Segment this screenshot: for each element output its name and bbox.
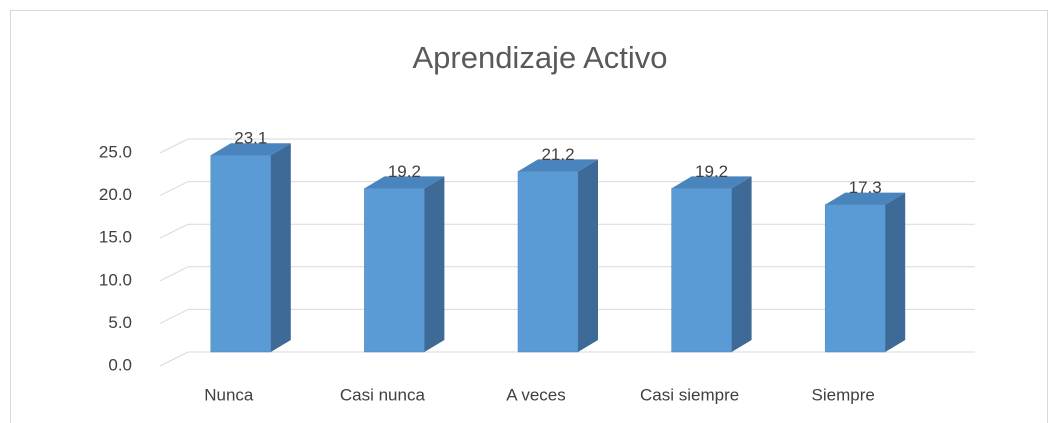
bar: [210, 143, 291, 353]
y-tick-label: 0.0: [108, 355, 132, 374]
bar-top: [210, 143, 291, 156]
grid-line: [159, 266, 189, 282]
grid-line: [159, 223, 189, 239]
bar-side: [885, 192, 906, 352]
x-tick-label: Nunca: [204, 385, 254, 404]
y-tick-label: 5.0: [108, 313, 132, 332]
bar-side: [424, 176, 445, 352]
y-tick-label: 25.0: [99, 142, 132, 161]
x-tick-label: A veces: [506, 385, 566, 404]
bar-side: [270, 143, 291, 352]
bar-top: [518, 159, 598, 172]
grid-line: [159, 308, 189, 324]
grid-line: [159, 351, 189, 367]
data-label: 19.2: [695, 162, 728, 181]
y-tick-label: 15.0: [99, 228, 132, 247]
chart-title: Aprendizaje Activo: [412, 40, 667, 75]
data-label: 23.1: [234, 129, 267, 148]
bar-front: [824, 204, 886, 353]
bar-top: [825, 192, 906, 205]
grid-line: [159, 138, 189, 154]
bar-front: [364, 188, 425, 353]
bar-top: [364, 176, 445, 189]
bar: [517, 159, 598, 353]
grid-line: [159, 181, 189, 197]
bar-side: [731, 176, 752, 352]
x-tick-label: Siempre: [812, 385, 875, 404]
x-tick-label: Casi siempre: [640, 385, 739, 404]
data-label: 21.2: [541, 145, 574, 164]
bar: [671, 176, 752, 353]
y-tick-label: 20.0: [99, 185, 132, 204]
bar: [364, 176, 445, 353]
bar-front: [517, 171, 579, 353]
bar-front: [671, 188, 732, 353]
bar-front: [210, 154, 272, 353]
bar-top: [671, 176, 752, 189]
data-label: 17.3: [849, 178, 882, 197]
x-tick-label: Casi nunca: [340, 385, 426, 404]
bar-side: [578, 159, 598, 352]
y-tick-label: 10.0: [99, 270, 132, 289]
bar: [824, 192, 906, 353]
data-label: 19.2: [388, 162, 421, 181]
